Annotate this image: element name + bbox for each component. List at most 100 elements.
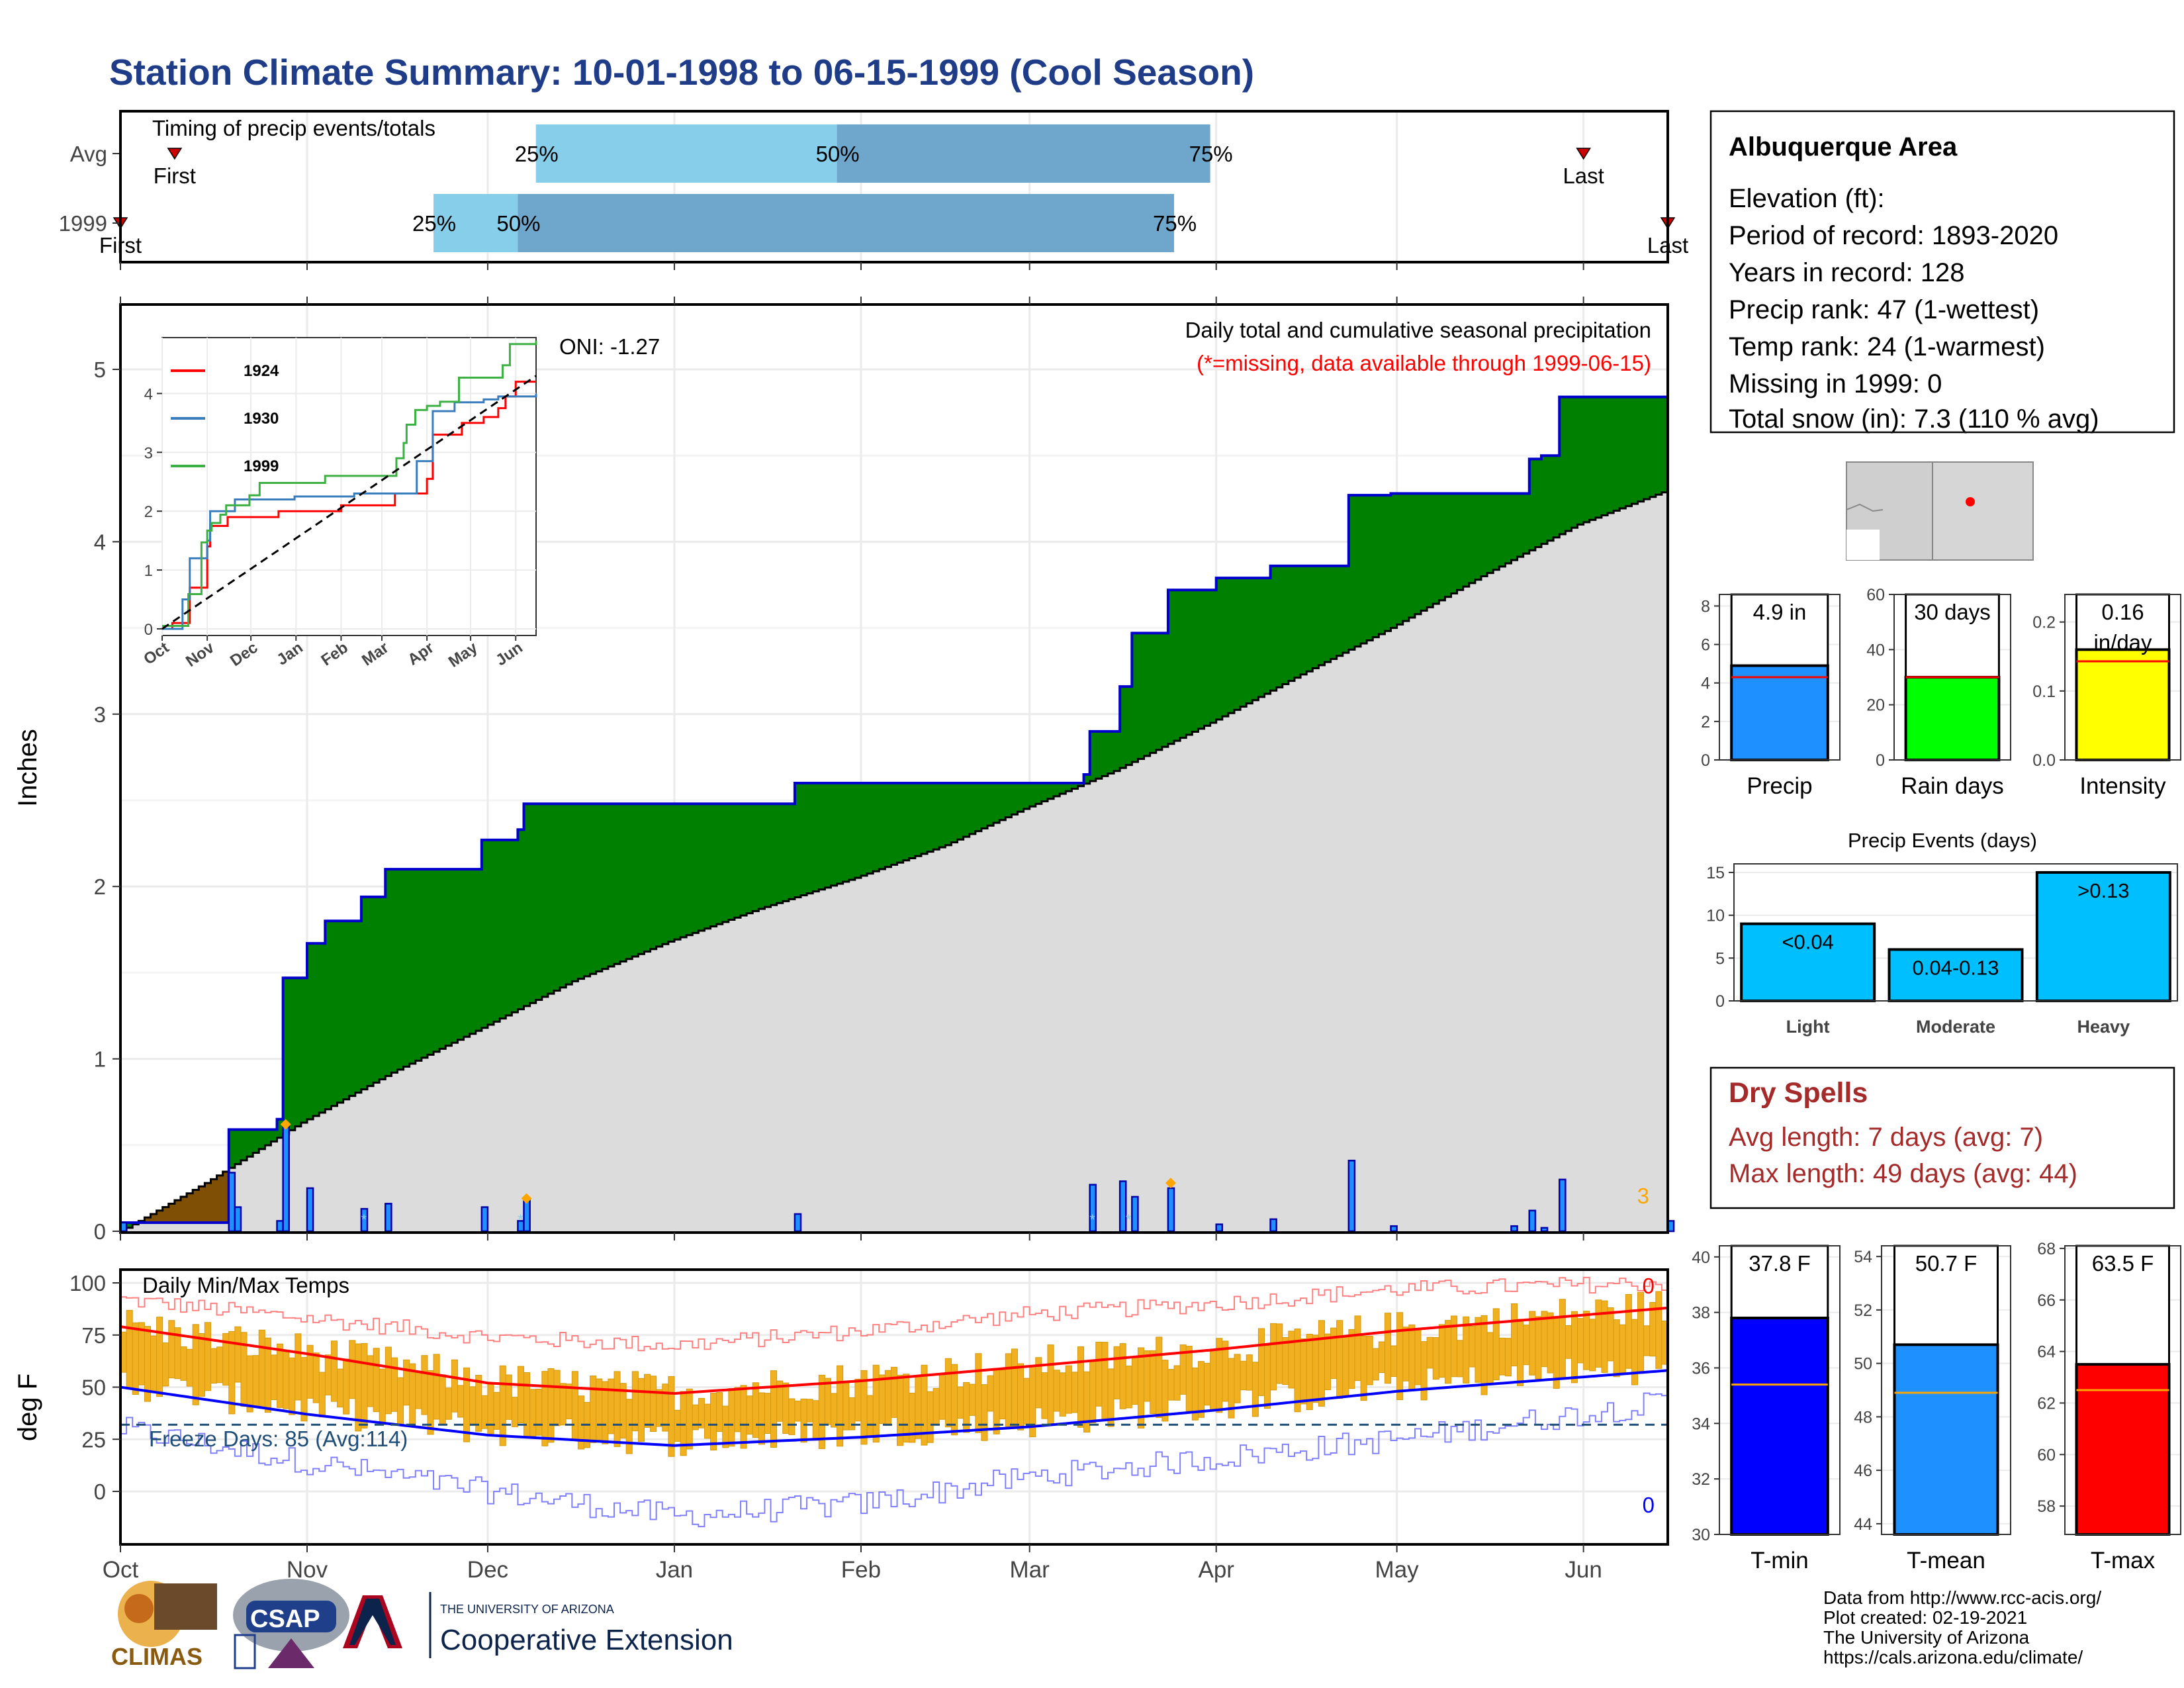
inset-legend-label: 1930 [244,410,279,428]
precip-panel: * * * * 0 1 2 3 4 5 Inches Daily total and cumulati… [13,297,1675,1244]
map-river [1846,503,1884,512]
bar-y-tick-label: 34 [1692,1415,1710,1433]
dry-spells-title: Dry Spells [1729,1077,1868,1109]
snow-day-marker [1165,1178,1176,1189]
bar-y-tick-label: 4 [1701,675,1710,693]
temp-y-tick-label: 50 [81,1376,106,1400]
info-line-precip-rank: Precip rank: 47 (1-wettest) [1729,295,2039,324]
bar-headroom [1730,1244,1829,1319]
temp-x-tick-label: Dec [467,1557,508,1583]
map-state-new-mexico [1932,461,2034,561]
timing-row-label: 1999 [59,211,107,236]
event-bar [1888,948,2024,1002]
bar-value [1893,1343,1999,1536]
info-line-snow: Total snow (in): 7.3 (110 % avg) [1729,404,2099,434]
bar-category-label: Rain days [1901,773,2004,799]
inset-series-avg [161,375,537,630]
inset-y-tick-label: 3 [144,444,153,462]
bar-y-tick-label: 48 [1854,1408,1872,1427]
first-event-marker [167,148,183,160]
temp-x-tick-label: Feb [841,1557,881,1583]
bar-chart-precip-events: <0.04 Light 0.04-0.13 Moderate >0.13 Heavy 0 5 1… [1706,829,2178,1037]
university-of-arizona-logo: THE UNIVERSITY OF ARIZONA Cooperative Ex… [343,1592,733,1658]
daily-precip-bar [1528,1209,1537,1233]
bar-frame [1719,594,1841,761]
daily-precip-bar [480,1206,489,1233]
bar-y-tick-label: 54 [1854,1248,1872,1266]
timing-bar-q1 [433,194,518,252]
timing-label-50: 50% [496,211,540,236]
bar-headroom [1905,593,2000,679]
bar-chart-tmax: 63.5 F 58 60 62 64 66 68 T-max [2037,1240,2181,1573]
bar-value-label: 63.5 F [2092,1251,2154,1276]
bar-value [1730,664,1829,762]
bar-y-tick-label: 68 [2037,1240,2056,1258]
bar-chart-precip_total: 4.9 in 0 2 4 6 8 Precip [1701,593,1841,799]
precip-y-tick-label: 2 [94,874,106,899]
bar-value-label: in/day [2093,630,2152,655]
average-cumulative-line [120,490,1669,1233]
precip-y-tick-label: 0 [94,1219,106,1244]
inset-series-1999 [162,340,537,628]
event-bar-label: <0.04 [1782,931,1833,954]
temp-x-tick-label: May [1375,1557,1420,1583]
bar-value [2075,1363,2171,1536]
record-min-count-label: 0 [1643,1493,1655,1517]
inset-legend-label: 1924 [244,362,279,380]
inset-series-1924 [162,381,536,630]
daily-precip-bar [794,1213,802,1233]
daily-precip-bar [1118,1180,1127,1233]
bar-y-tick-label: 8 [1701,597,1710,616]
bar-y-tick-label: 64 [2037,1343,2056,1362]
credit-url: https://cals.arizona.edu/climate/ [1823,1647,2083,1667]
snowflake-icon: * [1126,1211,1132,1228]
event-category-label: Moderate [1916,1017,1995,1037]
daily-temp-range-bars [120,1291,1668,1457]
bar-category-label: T-min [1751,1548,1809,1573]
bar-y-tick-label: 50 [1854,1355,1872,1374]
daily-precip-bar [234,1206,242,1233]
timing-label-50: 50% [816,142,860,166]
csap-logo: CSAP [233,1579,349,1669]
record-max-line [120,1276,1668,1352]
bar-value [1730,1317,1829,1536]
daily-precip-bar [1510,1225,1518,1233]
timing-label-75: 75% [1189,142,1233,166]
last-event-marker [1576,148,1591,160]
precip-y-tick-label: 5 [94,357,106,382]
bar-category-label: Intensity [2079,773,2166,799]
daily-precip-bar [306,1187,314,1233]
inset-y-tick-label: 1 [144,562,153,580]
temp-frame [119,1268,1669,1546]
precip-y-tick-label: 3 [94,702,106,727]
daily-precip-bar [1131,1196,1139,1233]
average-min-temp-line [120,1369,1668,1447]
bar-y-tick-label: 60 [2037,1446,2056,1464]
daily-precip-bar [1558,1178,1567,1233]
event-bar-label: 0.04-0.13 [1913,956,1999,979]
timing-title: Timing of precip events/totals [152,116,435,140]
oni-label: ONI: -1.27 [559,334,660,359]
info-line-period: Period of record: 1893-2020 [1729,221,2058,250]
record-min-line [120,1392,1668,1528]
daily-precip-bar [276,1220,284,1233]
bar-y-tick-label: 40 [1692,1248,1710,1267]
record-max-count-label: 0 [1643,1274,1655,1298]
csap-wordmark: CSAP [250,1605,320,1633]
bar-value-label: 0.16 [2101,600,2144,624]
temp-y-tick-label: 75 [81,1323,106,1348]
timing-label-25: 25% [515,142,559,166]
daily-precip-bar [228,1172,236,1233]
credit-plot-date: Plot created: 02-19-2021 [1823,1607,2027,1628]
bar-headroom [1730,593,1829,667]
above-average-area [120,397,1668,1231]
observed-cumulative-line [120,387,1669,1224]
bar-frame [2064,594,2181,761]
bar-y-tick-label: 58 [2037,1497,2056,1516]
bar-y-tick-label: 20 [1866,696,1885,715]
timing-bar-q1 [535,124,837,183]
locator-map [1846,461,2034,561]
climas-logo: CLIMAS [111,1581,217,1670]
logos: CLIMAS CSAP THE UNIVERSITY OF ARIZONA Co… [111,1579,733,1670]
